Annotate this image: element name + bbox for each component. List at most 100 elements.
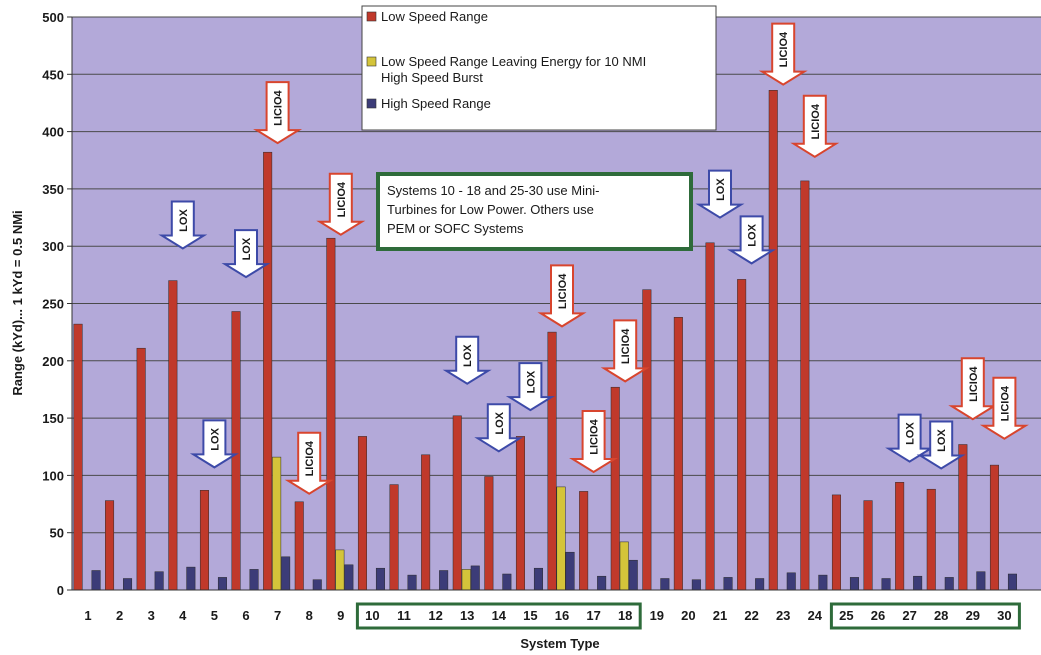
annotation-lox-4: LOX — [158, 200, 208, 250]
arrow-shape — [253, 81, 303, 145]
x-tick-label-25: 25 — [839, 608, 853, 623]
y-tick-label: 50 — [50, 526, 64, 541]
arrow-label: LOX — [936, 429, 948, 452]
bar-low-speed-4 — [168, 280, 178, 591]
annotation-lox-22: LOX — [727, 215, 777, 265]
arrow-label: LICIO4 — [968, 366, 980, 402]
y-tick-label: 350 — [42, 182, 64, 197]
note-line-2: Turbines for Low Power. Others use — [387, 202, 594, 217]
y-tick-label: 400 — [42, 125, 64, 140]
bar-low-speed-9 — [326, 237, 336, 591]
x-tick-label-11: 11 — [397, 608, 411, 623]
bar-high-speed-19 — [660, 578, 670, 591]
arrow-label: LICIO4 — [778, 31, 790, 67]
legend: Low Speed Range Low Speed Range Leaving … — [361, 5, 717, 131]
bar-low-speed-7 — [263, 151, 273, 591]
y-tick-label: 100 — [42, 468, 64, 483]
arrow-shape — [727, 215, 777, 265]
bar-high-speed-17 — [597, 575, 607, 591]
legend-label-low-speed: Low Speed Range — [381, 9, 488, 24]
x-tick-label-2: 2 — [116, 608, 123, 623]
bar-high-speed-21 — [723, 577, 733, 591]
bar-high-speed-22 — [755, 578, 765, 591]
bar-high-speed-20 — [691, 579, 701, 591]
arrow-label: LOX — [209, 427, 221, 450]
arrow-shape — [158, 200, 208, 250]
x-tick-label-12: 12 — [428, 608, 442, 623]
bar-low-speed-burst-18 — [619, 541, 629, 591]
arrow-shape — [189, 419, 239, 469]
bar-low-speed-25 — [831, 494, 841, 591]
annotation-lox-5: LOX — [189, 419, 239, 469]
bar-low-speed-22 — [737, 279, 747, 591]
y-tick-label: 250 — [42, 297, 64, 312]
x-tick-label-7: 7 — [274, 608, 281, 623]
y-tick-label: 450 — [42, 67, 64, 82]
arrow-shape — [979, 376, 1029, 440]
annotation-licio4-8: LICIO4 — [284, 431, 334, 495]
bar-low-speed-burst-13 — [461, 569, 471, 591]
bar-low-speed-burst-9 — [335, 549, 345, 591]
x-tick-label-21: 21 — [713, 608, 727, 623]
annotation-licio4-9: LICIO4 — [316, 172, 366, 236]
annotation-licio4-16: LICIO4 — [537, 264, 587, 328]
legend-label-low-speed-burst-line2: High Speed Burst — [381, 70, 483, 85]
y-tick-label: 200 — [42, 354, 64, 369]
annotation-lox-21: LOX — [695, 169, 745, 219]
bar-high-speed-3 — [154, 571, 164, 591]
bar-high-speed-29 — [976, 571, 986, 591]
arrow-shape — [284, 431, 334, 495]
bar-low-speed-18 — [610, 386, 620, 591]
bar-low-speed-15 — [515, 436, 525, 591]
y-tick-label: 500 — [42, 10, 64, 25]
arrow-label: LICIO4 — [999, 385, 1011, 421]
arrow-label: LICIO4 — [557, 273, 569, 309]
legend-swatch-low-speed-burst — [366, 56, 377, 67]
highlight-group-box — [829, 602, 1021, 630]
arrow-label: LICIO4 — [589, 418, 601, 454]
bar-low-speed-28 — [926, 488, 936, 591]
bar-high-speed-15 — [533, 567, 543, 591]
bars — [73, 90, 1017, 591]
bar-low-speed-8 — [294, 501, 304, 591]
arrow-label: LOX — [178, 209, 190, 232]
bar-high-speed-24 — [818, 574, 828, 591]
legend-swatch-high-speed — [366, 98, 377, 109]
bar-low-speed-burst-7 — [272, 456, 282, 591]
arrow-label: LICIO4 — [336, 181, 348, 217]
annotation-licio4-17: LICIO4 — [569, 410, 619, 474]
annotation-lox-28: LOX — [916, 420, 966, 470]
annotation-arrows: LOX LOX LOX LICIO4 LICIO4 LICIO4 LOX LOX LOX LICI… — [158, 22, 1029, 495]
bar-low-speed-16 — [547, 331, 557, 591]
annotation-lox-6: LOX — [221, 229, 271, 279]
y-tick-label: 0 — [57, 583, 64, 598]
x-tick-label-22: 22 — [744, 608, 758, 623]
x-tick-label-10: 10 — [365, 608, 379, 623]
bar-high-speed-27 — [913, 575, 923, 591]
bar-high-speed-30 — [1007, 573, 1017, 591]
bar-low-speed-27 — [895, 482, 905, 591]
x-tick-label-17: 17 — [586, 608, 600, 623]
bar-high-speed-11 — [407, 574, 417, 591]
bar-high-speed-12 — [439, 570, 449, 591]
note-line-3: PEM or SOFC Systems — [387, 221, 524, 236]
bar-low-speed-24 — [800, 180, 810, 591]
y-tick-label: 300 — [42, 239, 64, 254]
bar-low-speed-10 — [357, 436, 367, 591]
arrow-label: LOX — [462, 344, 474, 367]
arrow-label: LICIO4 — [273, 89, 285, 125]
arrow-label: LICIO4 — [620, 328, 632, 364]
arrow-shape — [221, 229, 271, 279]
bar-high-speed-25 — [849, 577, 859, 591]
bar-low-speed-14 — [484, 476, 494, 591]
bar-low-speed-3 — [136, 347, 146, 591]
x-tick-label-19: 19 — [650, 608, 664, 623]
bar-high-speed-14 — [502, 573, 512, 591]
arrow-shape — [442, 335, 492, 385]
bar-high-speed-26 — [881, 578, 891, 591]
legend-label-high-speed: High Speed Range — [381, 96, 491, 111]
x-tick-label-5: 5 — [211, 608, 218, 623]
bar-high-speed-9 — [344, 564, 354, 591]
bar-low-speed-17 — [579, 491, 589, 591]
arrow-shape — [790, 94, 840, 158]
